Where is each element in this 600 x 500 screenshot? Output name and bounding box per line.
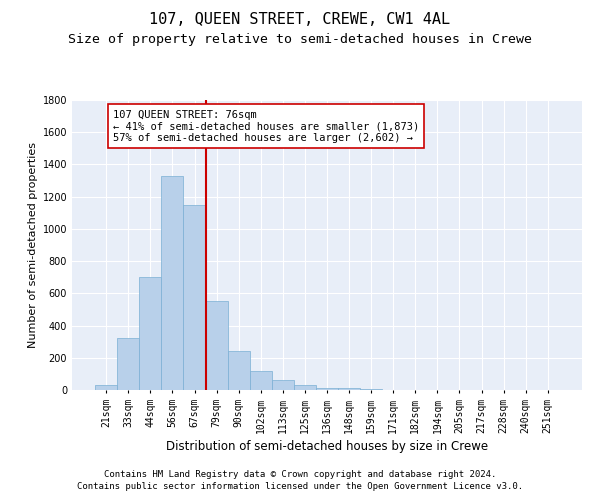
Bar — [338, 388, 360, 390]
Text: Size of property relative to semi-detached houses in Crewe: Size of property relative to semi-detach… — [68, 32, 532, 46]
Bar — [227, 352, 250, 390]
Bar — [316, 388, 338, 390]
Text: 107, QUEEN STREET, CREWE, CW1 4AL: 107, QUEEN STREET, CREWE, CW1 4AL — [149, 12, 451, 28]
Bar — [117, 338, 139, 390]
Bar — [184, 204, 206, 390]
Text: Contains public sector information licensed under the Open Government Licence v3: Contains public sector information licen… — [77, 482, 523, 491]
Bar — [139, 277, 161, 390]
Bar — [206, 302, 227, 390]
Y-axis label: Number of semi-detached properties: Number of semi-detached properties — [28, 142, 38, 348]
Text: Contains HM Land Registry data © Crown copyright and database right 2024.: Contains HM Land Registry data © Crown c… — [104, 470, 496, 479]
Bar — [161, 176, 184, 390]
Bar — [272, 380, 294, 390]
Bar — [250, 370, 272, 390]
Bar — [360, 389, 382, 390]
Bar — [294, 385, 316, 390]
Text: 107 QUEEN STREET: 76sqm
← 41% of semi-detached houses are smaller (1,873)
57% of: 107 QUEEN STREET: 76sqm ← 41% of semi-de… — [113, 110, 419, 143]
Bar — [95, 385, 117, 390]
X-axis label: Distribution of semi-detached houses by size in Crewe: Distribution of semi-detached houses by … — [166, 440, 488, 453]
